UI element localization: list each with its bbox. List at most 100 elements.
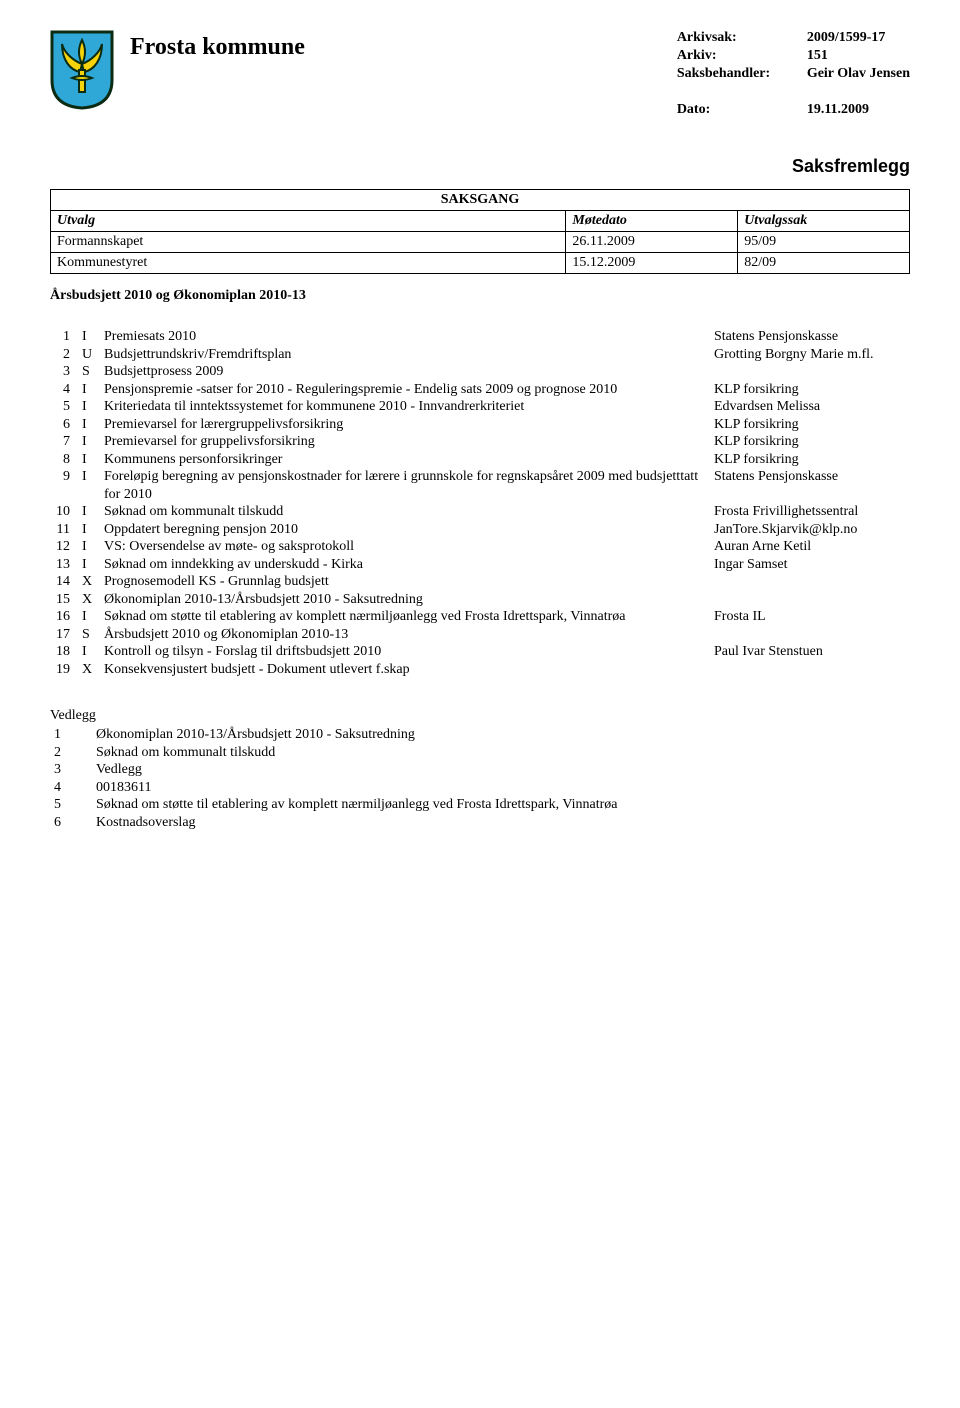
- vedlegg-row: 2Søknad om kommunalt tilskudd: [50, 744, 621, 762]
- item-number: 11: [50, 521, 78, 539]
- item-number: 12: [50, 538, 78, 556]
- org-title: Frosta kommune: [130, 34, 305, 61]
- item-type: I: [78, 381, 100, 399]
- item-owner: [710, 591, 910, 609]
- item-number: 7: [50, 433, 78, 451]
- saksgang-cell: Kommunestyret: [51, 253, 566, 274]
- item-row: 4IPensjonspremie -satser for 2010 - Regu…: [50, 381, 910, 399]
- saksgang-col-1: Møtedato: [566, 211, 738, 232]
- item-owner: Paul Ivar Stenstuen: [710, 643, 910, 661]
- item-desc: Budsjettprosess 2009: [100, 363, 710, 381]
- item-owner: [710, 626, 910, 644]
- item-type: I: [78, 328, 100, 346]
- item-number: 8: [50, 451, 78, 469]
- item-row: 12IVS: Oversendelse av møte- og saksprot…: [50, 538, 910, 556]
- item-type: S: [78, 626, 100, 644]
- vedlegg-desc: Søknad om kommunalt tilskudd: [92, 744, 621, 762]
- vedlegg-row: 3Vedlegg: [50, 761, 621, 779]
- item-type: I: [78, 398, 100, 416]
- item-type: U: [78, 346, 100, 364]
- vedlegg-desc: Økonomiplan 2010-13/Årsbudsjett 2010 - S…: [92, 726, 621, 744]
- item-row: 10ISøknad om kommunalt tilskuddFrosta Fr…: [50, 503, 910, 521]
- item-number: 19: [50, 661, 78, 679]
- item-type: I: [78, 608, 100, 626]
- arkiv-value: 151: [807, 48, 828, 64]
- item-type: I: [78, 468, 100, 503]
- item-owner: Frosta Frivillighetssentral: [710, 503, 910, 521]
- saksgang-cell: 26.11.2009: [566, 232, 738, 253]
- item-row: 2UBudsjettrundskriv/FremdriftsplanGrotti…: [50, 346, 910, 364]
- item-desc: Økonomiplan 2010-13/Årsbudsjett 2010 - S…: [100, 591, 710, 609]
- item-row: 14XPrognosemodell KS - Grunnlag budsjett: [50, 573, 910, 591]
- vedlegg-row: 400183611: [50, 779, 621, 797]
- item-number: 6: [50, 416, 78, 434]
- item-desc: Kontroll og tilsyn - Forslag til driftsb…: [100, 643, 710, 661]
- dato-value: 19.11.2009: [807, 102, 869, 118]
- saksgang-col-2: Utvalgssak: [738, 211, 910, 232]
- vedlegg-row: 1Økonomiplan 2010-13/Årsbudsjett 2010 - …: [50, 726, 621, 744]
- item-owner: KLP forsikring: [710, 416, 910, 434]
- item-owner: Edvardsen Melissa: [710, 398, 910, 416]
- item-owner: [710, 363, 910, 381]
- saksgang-row: Formannskapet 26.11.2009 95/09: [51, 232, 910, 253]
- saksgang-row: Kommunestyret 15.12.2009 82/09: [51, 253, 910, 274]
- vedlegg-number: 5: [50, 796, 92, 814]
- item-owner: Statens Pensjonskasse: [710, 468, 910, 503]
- item-owner: Grotting Borgny Marie m.fl.: [710, 346, 910, 364]
- items-table: 1IPremiesats 2010Statens Pensjonskasse2U…: [50, 328, 910, 678]
- item-type: I: [78, 556, 100, 574]
- item-owner: Ingar Samset: [710, 556, 910, 574]
- item-type: I: [78, 451, 100, 469]
- item-owner: Auran Arne Ketil: [710, 538, 910, 556]
- saksbehandler-value: Geir Olav Jensen: [807, 66, 910, 82]
- item-type: S: [78, 363, 100, 381]
- saksgang-title: SAKSGANG: [51, 190, 910, 211]
- item-row: 3SBudsjettprosess 2009: [50, 363, 910, 381]
- item-number: 5: [50, 398, 78, 416]
- item-row: 13ISøknad om inndekking av underskudd - …: [50, 556, 910, 574]
- item-number: 17: [50, 626, 78, 644]
- item-owner: [710, 661, 910, 679]
- item-type: I: [78, 538, 100, 556]
- item-number: 9: [50, 468, 78, 503]
- vedlegg-desc: Søknad om støtte til etablering av kompl…: [92, 796, 621, 814]
- saksgang-col-0: Utvalg: [51, 211, 566, 232]
- item-number: 2: [50, 346, 78, 364]
- saksgang-table: SAKSGANG Utvalg Møtedato Utvalgssak Form…: [50, 189, 910, 274]
- item-desc: Kriteriedata til inntektssystemet for ko…: [100, 398, 710, 416]
- item-desc: VS: Oversendelse av møte- og saksprotoko…: [100, 538, 710, 556]
- item-owner: KLP forsikring: [710, 381, 910, 399]
- item-type: X: [78, 573, 100, 591]
- vedlegg-desc: Vedlegg: [92, 761, 621, 779]
- vedlegg-number: 3: [50, 761, 92, 779]
- vedlegg-number: 2: [50, 744, 92, 762]
- item-desc: Konsekvensjustert budsjett - Dokument ut…: [100, 661, 710, 679]
- item-desc: Årsbudsjett 2010 og Økonomiplan 2010-13: [100, 626, 710, 644]
- item-type: I: [78, 416, 100, 434]
- item-row: 16ISøknad om støtte til etablering av ko…: [50, 608, 910, 626]
- item-desc: Pensjonspremie -satser for 2010 - Regule…: [100, 381, 710, 399]
- item-row: 9IForeløpig beregning av pensjonskostnad…: [50, 468, 910, 503]
- item-number: 18: [50, 643, 78, 661]
- item-row: 8IKommunens personforsikringerKLP forsik…: [50, 451, 910, 469]
- item-desc: Budsjettrundskriv/Fremdriftsplan: [100, 346, 710, 364]
- vedlegg-desc: 00183611: [92, 779, 621, 797]
- item-desc: Prognosemodell KS - Grunnlag budsjett: [100, 573, 710, 591]
- item-row: 18IKontroll og tilsyn - Forslag til drif…: [50, 643, 910, 661]
- item-owner: JanTore.Skjarvik@klp.no: [710, 521, 910, 539]
- item-row: 19XKonsekvensjustert budsjett - Dokument…: [50, 661, 910, 679]
- item-number: 14: [50, 573, 78, 591]
- item-desc: Oppdatert beregning pensjon 2010: [100, 521, 710, 539]
- item-row: 7IPremievarsel for gruppelivsforsikringK…: [50, 433, 910, 451]
- item-desc: Foreløpig beregning av pensjonskostnader…: [100, 468, 710, 503]
- item-number: 13: [50, 556, 78, 574]
- item-desc: Premiesats 2010: [100, 328, 710, 346]
- vedlegg-desc: Kostnadsoverslag: [92, 814, 621, 832]
- saksgang-cell: 82/09: [738, 253, 910, 274]
- item-owner: KLP forsikring: [710, 451, 910, 469]
- item-number: 1: [50, 328, 78, 346]
- item-owner: [710, 573, 910, 591]
- item-type: I: [78, 433, 100, 451]
- item-type: I: [78, 503, 100, 521]
- arkivsak-value: 2009/1599-17: [807, 30, 886, 46]
